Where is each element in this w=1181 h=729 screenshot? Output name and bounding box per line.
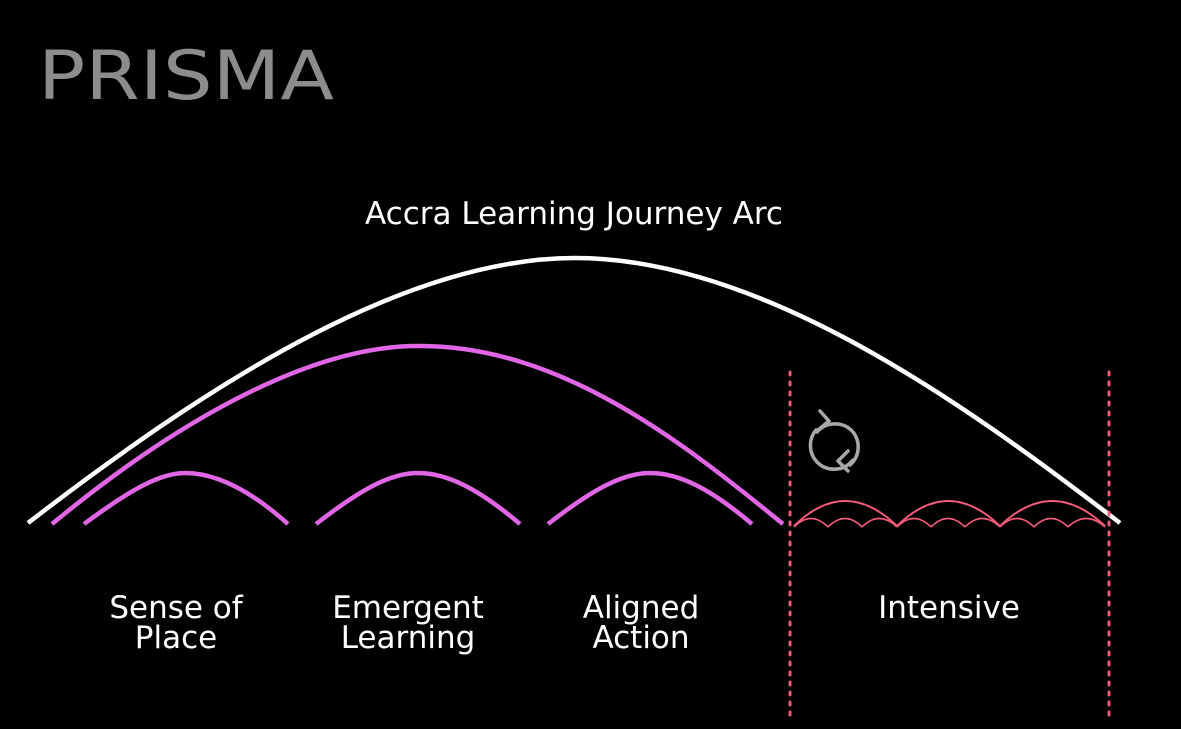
intensive-small-arc (827, 517, 863, 528)
aligned-action-arc (546, 470, 754, 526)
intensive-arc-3 (999, 500, 1106, 527)
phase-label-emergent-learning-line2: Learning (341, 620, 476, 656)
intensive-small-arc (793, 517, 829, 528)
emergent-learning-arc (314, 470, 522, 526)
intensive-small-arc (896, 517, 932, 528)
intensive-small-arc (861, 517, 898, 528)
phase-label-sense-of-place-line1: Sense of (109, 590, 243, 626)
intensive-arc-2 (896, 500, 1001, 527)
intensive-small-arcs (793, 517, 1106, 528)
phase-label-intensive: Intensive (878, 590, 1020, 626)
phase-label-sense-of-place-line2: Place (135, 620, 217, 656)
combined-phases-arc (50, 343, 785, 526)
cycle-arrows-icon (808, 409, 860, 473)
intensive-small-arc (930, 517, 966, 528)
prisma-logo: PRISMA (38, 37, 334, 116)
intensive-small-arc (964, 517, 1001, 528)
diagram-title: Accra Learning Journey Arc (365, 196, 783, 232)
intensive-small-arc (1033, 517, 1069, 528)
main-journey-arc (26, 255, 1122, 525)
phase-label-aligned-action-line1: Aligned (583, 590, 700, 626)
phase-label-aligned-action-line2: Action (592, 620, 689, 656)
intensive-medium-arcs (793, 500, 1106, 527)
intensive-small-arc (1067, 517, 1106, 528)
intensive-arc-1 (793, 500, 898, 527)
phase-label-emergent-learning-line1: Emergent (332, 590, 484, 626)
intensive-small-arc (999, 517, 1035, 528)
sense-of-place-arc (82, 470, 290, 526)
